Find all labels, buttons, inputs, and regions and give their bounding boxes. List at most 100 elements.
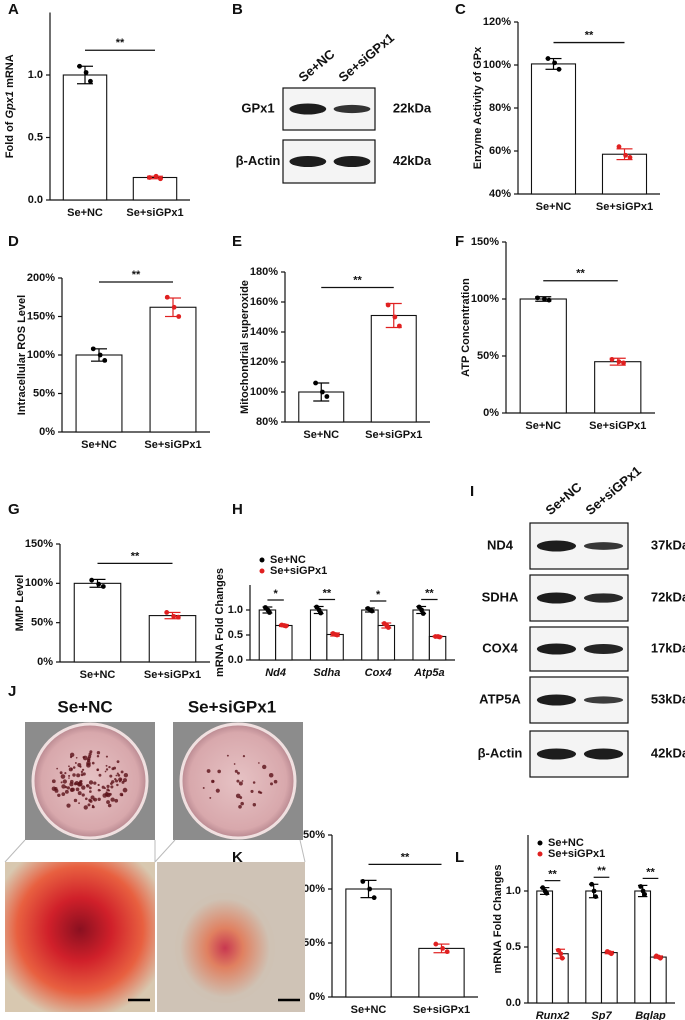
y-tick-label: 120% <box>483 16 511 28</box>
data-point <box>545 56 551 61</box>
nodule <box>116 772 119 775</box>
nodule <box>116 760 120 764</box>
nodule <box>114 779 119 783</box>
bar <box>418 947 465 998</box>
x-tick-label: Se+siGPx1 <box>144 669 201 681</box>
data-point <box>444 949 450 955</box>
nodule <box>81 793 85 797</box>
significance-label: * <box>376 589 381 601</box>
y-tick-label: 100% <box>25 577 53 589</box>
y-axis-label: Fold of Gpx1 mRNA <box>4 54 16 158</box>
nodule <box>238 781 243 786</box>
nodule <box>235 793 241 799</box>
nodule <box>61 784 66 789</box>
nodule <box>237 771 240 775</box>
y-tick-label: 100% <box>250 386 278 398</box>
y-tick-label: 160% <box>250 296 278 308</box>
lane-label: Se+NC <box>542 479 584 518</box>
significance-label: * <box>273 588 278 600</box>
y-tick-label: 0.0 <box>506 997 521 1009</box>
nodule <box>107 803 112 808</box>
data-point <box>440 946 446 951</box>
panel-label: C <box>455 1 466 18</box>
nodule <box>87 757 91 761</box>
nodule <box>115 774 118 777</box>
nodule <box>250 789 254 793</box>
data-point <box>437 634 443 640</box>
data-point <box>657 955 663 961</box>
y-tick-label: 0% <box>37 656 53 668</box>
data-point <box>324 394 330 399</box>
blot-band <box>536 540 577 552</box>
y-tick-label: 80% <box>256 416 278 428</box>
x-tick-label: Se+siGPx1 <box>596 201 653 213</box>
data-point <box>102 357 108 363</box>
nodule <box>202 786 205 789</box>
nodule <box>111 780 115 784</box>
nodule <box>96 754 100 758</box>
panel-label: G <box>8 501 20 518</box>
nodule <box>93 797 98 802</box>
nodule <box>122 778 127 783</box>
data-point <box>593 894 599 899</box>
y-axis-label-part: Gpx1 <box>4 91 16 119</box>
protein-label: GPx1 <box>241 100 274 115</box>
blot-band <box>583 696 624 704</box>
data-point <box>627 155 633 160</box>
nodule <box>80 773 84 777</box>
nodule <box>120 793 124 797</box>
x-tick-label: Sp7 <box>591 1010 612 1020</box>
nodule <box>252 781 256 784</box>
significance-label: ** <box>646 866 655 878</box>
nodule <box>236 779 240 783</box>
data-point <box>559 955 565 961</box>
nodule <box>102 793 107 798</box>
x-tick-label: Se+NC <box>67 207 103 219</box>
nodule <box>108 792 112 796</box>
data-point <box>385 302 391 308</box>
nodule <box>240 801 244 806</box>
lane-label: Se+siGPx1 <box>335 30 396 85</box>
data-point <box>97 352 103 358</box>
data-point <box>318 610 324 616</box>
y-tick-label: 180% <box>250 266 278 278</box>
panel-label: B <box>232 1 243 18</box>
nodule <box>82 755 88 761</box>
nodule <box>268 772 274 778</box>
nodule <box>238 804 242 809</box>
legend-label: Se+NC <box>548 837 584 849</box>
data-point <box>556 66 562 72</box>
significance-label: ** <box>116 37 125 49</box>
nodule <box>61 792 66 796</box>
group-label: Se+NC <box>57 697 112 716</box>
nodule <box>64 772 67 775</box>
size-label: 37kDa <box>651 537 685 552</box>
x-tick-label: Se+siGPx1 <box>365 429 422 441</box>
size-label: 22kDa <box>393 100 432 115</box>
blot-band <box>333 156 371 167</box>
bar <box>536 890 554 1004</box>
bar <box>73 582 122 663</box>
y-tick-label: 0.0 <box>28 194 43 206</box>
nodule <box>98 773 102 777</box>
bar <box>600 952 618 1004</box>
data-point <box>433 941 439 947</box>
nodule <box>66 803 71 808</box>
x-tick-label: Se+siGPx1 <box>589 420 646 432</box>
nodule <box>118 780 121 783</box>
nodule <box>108 789 111 792</box>
size-label: 72kDa <box>651 589 685 604</box>
nodule <box>119 778 122 781</box>
blot-band <box>583 593 624 603</box>
nodule <box>60 774 66 779</box>
nodule <box>209 796 212 799</box>
nodule <box>96 751 101 755</box>
panel-label: H <box>232 501 243 518</box>
data-point <box>369 608 375 614</box>
y-tick-label: 1.0 <box>506 885 521 897</box>
nodule <box>81 768 85 771</box>
data-point <box>283 623 289 629</box>
protein-label: SDHA <box>482 589 519 604</box>
panel-label: F <box>455 233 464 250</box>
